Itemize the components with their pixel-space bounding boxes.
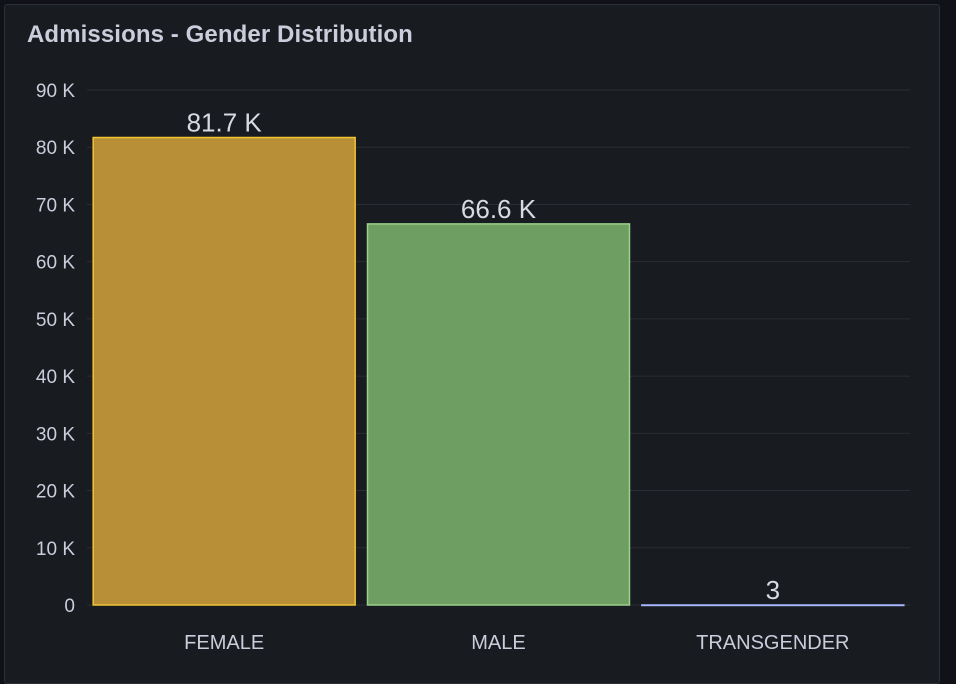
y-tick-label: 0 xyxy=(64,596,75,617)
y-tick-label: 90 K xyxy=(36,81,75,102)
bar-transgender[interactable] xyxy=(641,604,905,607)
y-tick-label: 80 K xyxy=(36,138,75,159)
y-tick-label: 50 K xyxy=(36,310,75,331)
panel-title[interactable]: Admissions - Gender Distribution xyxy=(27,21,413,48)
y-tick-label: 20 K xyxy=(36,482,75,503)
y-tick-label: 10 K xyxy=(36,539,75,560)
bar-value-label: 66.6 K xyxy=(461,194,537,224)
bar-male[interactable] xyxy=(366,223,631,606)
y-tick-label: 30 K xyxy=(36,424,75,445)
bar-female[interactable] xyxy=(92,136,356,606)
bar-value-label: 3 xyxy=(766,575,780,605)
bar-value-label: 81.7 K xyxy=(187,107,263,137)
y-tick-label: 70 K xyxy=(36,195,75,216)
y-tick-label: 40 K xyxy=(36,367,75,388)
x-category-label: TRANSGENDER xyxy=(696,632,849,654)
x-category-label: MALE xyxy=(471,632,525,654)
y-tick-label: 60 K xyxy=(36,253,75,274)
x-category-label: FEMALE xyxy=(184,632,264,654)
